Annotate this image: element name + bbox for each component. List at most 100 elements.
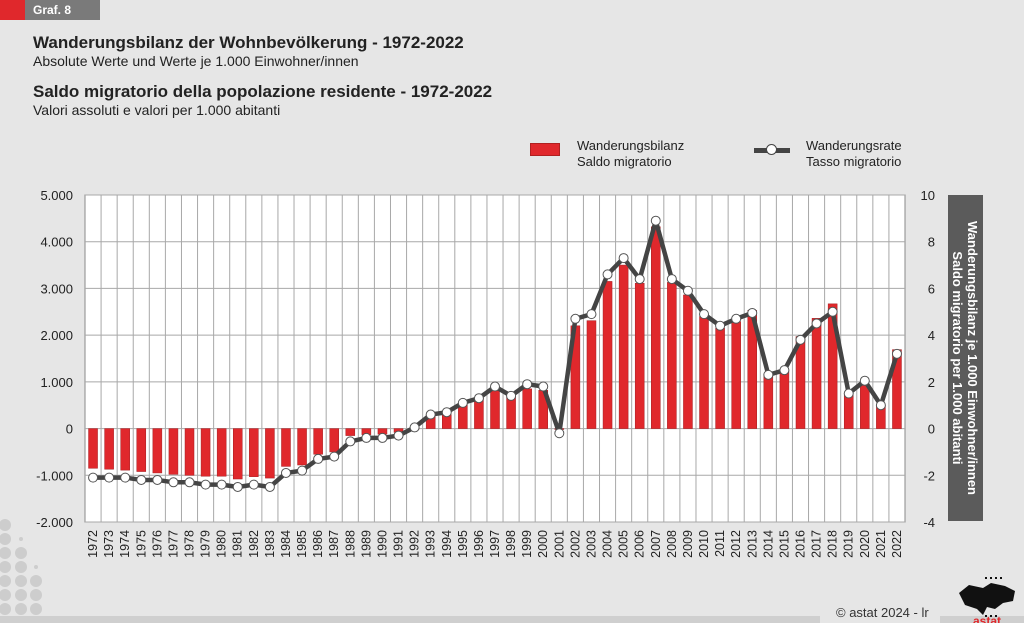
rate-point-1976 [152,474,163,485]
legend-bar-swatch [530,143,560,156]
x-tick-label: 2012 [729,530,743,558]
x-tick-label: 2018 [826,530,840,558]
rate-point-2009 [682,285,693,296]
bar-2015 [779,371,790,429]
rate-point-1977 [168,477,179,488]
bar-1987 [329,428,339,453]
x-tick-label: 1982 [247,530,261,558]
rate-point-2002 [570,313,581,324]
right-tick-label: 4 [928,328,935,343]
x-tick-label: 2004 [601,530,615,558]
bar-1995 [458,404,468,429]
x-tick-label: 1999 [520,530,534,558]
rate-point-2007 [650,215,661,226]
rate-point-1995 [457,397,468,408]
line-series [88,215,902,492]
right-tick-label: -4 [923,515,935,530]
legend-line-label-de: Wanderungsrate [806,138,902,153]
x-tick-label: 1985 [295,530,309,558]
x-tick-label: 1992 [408,530,422,558]
rate-point-2000 [538,381,549,392]
rate-point-1991 [393,430,404,441]
x-tick-label: 2017 [810,530,824,558]
bar-2017 [811,318,822,429]
x-tick-label: 1974 [118,530,132,558]
chart-subtitle-it: Valori assoluti e valori per 1.000 abita… [33,102,281,118]
rate-point-1987 [329,451,340,462]
chart-title-it: Saldo migratorio della popolazione resid… [33,82,493,101]
rate-point-2019 [843,388,854,399]
x-tick-label: 1991 [392,530,406,558]
right-tick-label: 8 [928,235,935,250]
bar-2003 [586,320,597,429]
x-tick-label: 2014 [761,530,775,558]
bar-2007 [651,226,661,429]
left-tick-label: -1.000 [36,468,73,483]
legend-marker-icon [766,144,777,155]
x-tick-label: 2000 [536,530,550,558]
rate-point-2006 [634,274,645,285]
bar-2005 [618,264,629,429]
bar-1975 [136,428,147,472]
x-tick-label: 1994 [440,530,454,558]
rate-point-1979 [200,479,211,490]
bar-2011 [715,327,725,429]
x-tick-label: 1996 [472,530,486,558]
chart-subtitle-de: Absolute Werte und Werte je 1.000 Einwoh… [33,53,359,69]
rate-point-1984 [280,467,291,478]
x-tick-label: 1983 [263,530,277,558]
copyright: © astat 2024 - lr [836,605,929,620]
right-tick-label: 10 [921,188,935,203]
bar-2009 [683,294,693,429]
figure-badge: Graf. 8 [25,0,100,20]
x-tick-label: 2016 [793,530,807,558]
rate-point-1978 [184,477,195,488]
x-tick-label: 2007 [649,530,663,558]
x-tick-label: 2005 [617,530,631,558]
bar-1985 [297,428,307,466]
x-tick-label: 2001 [552,530,566,558]
legend-line-label: Wanderungsrate Tasso migratorio [806,138,902,170]
rate-point-2013 [747,307,758,318]
legend-line-label-it: Tasso migratorio [806,154,902,169]
right-axis-label-it: Saldo migratorio per 1.000 abitanti [950,251,965,465]
rate-point-1981 [232,481,243,492]
left-tick-label: 4.000 [40,235,73,250]
x-tick-label: 2003 [584,530,598,558]
left-tick-label: 3.000 [40,281,73,296]
rate-point-1998 [506,390,517,401]
logo-text: astat [973,614,1001,623]
x-axis-ticks: 1972 1973 1974 1975 1976 1977 1978 1979 1980 1981… [86,530,904,558]
rate-point-2010 [699,309,710,320]
bar-2008 [667,282,677,429]
bar-1979 [200,428,211,477]
legend-bar-label-it: Saldo migratorio [577,154,672,169]
footer-bar [0,616,1024,623]
x-tick-label: 1978 [183,530,197,558]
rate-point-1999 [522,379,533,390]
rate-point-2016 [795,334,806,345]
rate-point-1975 [136,474,147,485]
bar-1999 [522,388,532,429]
left-tick-label: 1.000 [40,375,73,390]
x-tick-label: 1987 [327,530,341,558]
rate-point-1983 [264,481,275,492]
right-tick-label: 2 [928,375,935,390]
x-tick-label: 1995 [456,530,470,558]
rate-point-2012 [731,313,742,324]
badge-accent [0,0,25,20]
right-tick-label: -2 [923,468,935,483]
legend-bar-label-de: Wanderungsbilanz [577,138,685,153]
rate-point-2008 [666,274,677,285]
bar-series [88,226,902,480]
rate-point-2018 [827,306,838,317]
x-tick-label: 1990 [375,530,389,558]
right-tick-label: 6 [928,281,935,296]
rate-point-2003 [586,309,597,320]
x-tick-label: 1997 [488,530,502,558]
x-tick-label: 1989 [359,530,373,558]
x-tick-label: 1979 [199,530,213,558]
bar-1983 [265,428,275,479]
x-tick-label: 2002 [568,530,582,558]
